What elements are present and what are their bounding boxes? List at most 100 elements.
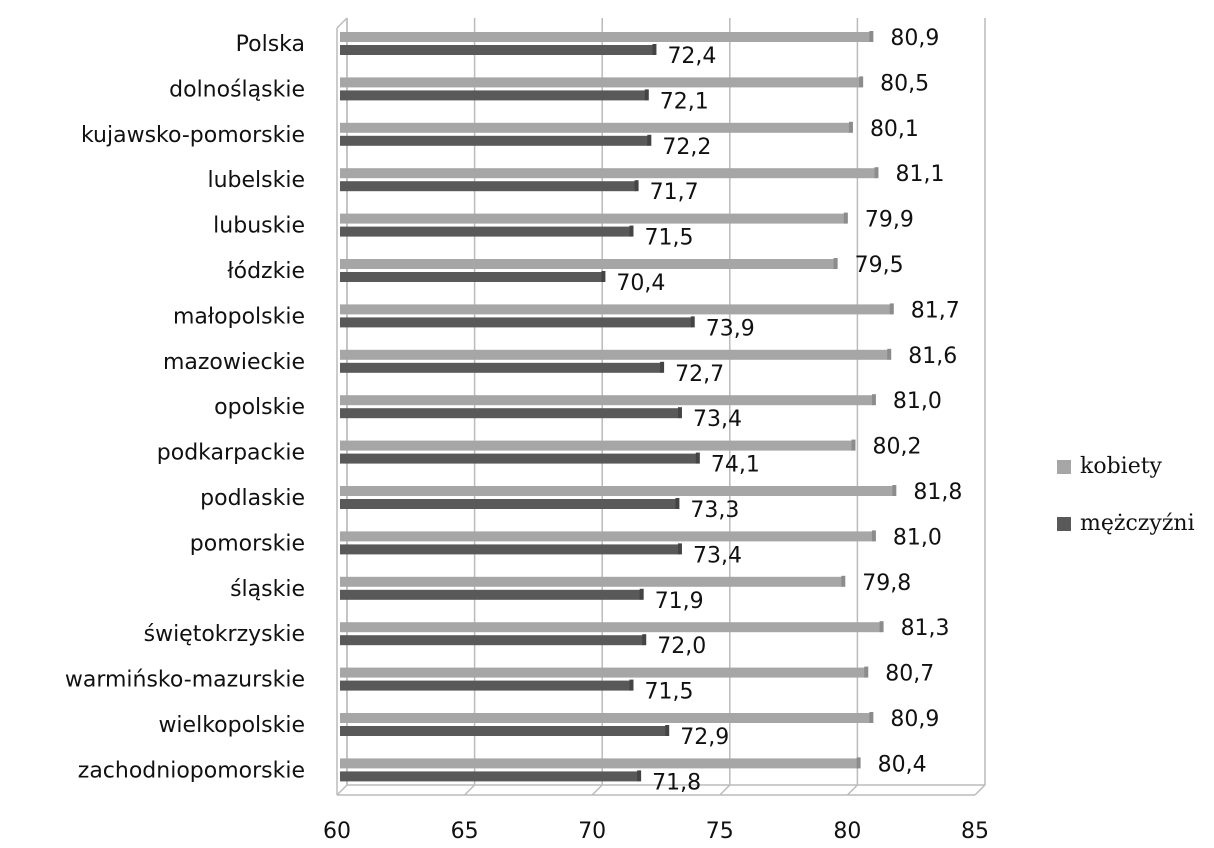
bar-cap (647, 134, 652, 146)
bar-cap (874, 167, 879, 179)
value-label: 81,7 (911, 298, 960, 323)
category-label: kujawsko-pomorskie (81, 123, 305, 148)
bar (340, 90, 646, 101)
value-label: 70,4 (616, 271, 665, 296)
category-label: podkarpackie (157, 441, 305, 466)
category-label: zachodniopomorskie (78, 758, 305, 783)
x-tick-label: 65 (451, 819, 479, 844)
bar (340, 168, 876, 179)
bar-cap (677, 543, 682, 555)
bar (340, 486, 894, 496)
bar-cap (660, 361, 665, 373)
bar (340, 667, 866, 678)
x-tick-label: 70 (578, 819, 606, 844)
value-label: 72,4 (667, 44, 716, 69)
value-label: 81,6 (908, 344, 957, 369)
tick-mark (591, 784, 603, 796)
category-label: pomorskie (190, 531, 305, 556)
bar (340, 395, 873, 406)
value-label: 81,0 (893, 389, 942, 414)
tick-mark (846, 784, 858, 796)
category-label: małopolskie (173, 304, 305, 329)
value-label: 80,4 (878, 752, 927, 777)
x-tick-label: 80 (833, 819, 861, 844)
bar-cap (841, 575, 846, 587)
legend-label: kobiety (1080, 454, 1163, 479)
bar-cap (665, 725, 670, 736)
value-label: 71,9 (655, 589, 704, 614)
bar (340, 77, 861, 88)
value-label: 80,5 (880, 71, 929, 96)
bar (340, 213, 845, 224)
bar-cap (629, 225, 634, 237)
value-label: 80,9 (890, 26, 939, 51)
tick-mark (974, 784, 986, 796)
bar (340, 440, 853, 451)
bar (340, 635, 644, 646)
value-label: 80,9 (890, 707, 939, 732)
category-label: łódzkie (227, 259, 305, 284)
value-label: 74,1 (711, 453, 760, 478)
bar (340, 771, 639, 782)
value-label: 79,8 (862, 571, 911, 596)
bar-cap (652, 44, 657, 55)
x-tick-label: 75 (706, 819, 734, 844)
legend-swatch (1057, 460, 1071, 474)
category-label: wielkopolskie (158, 713, 305, 738)
category-label: opolskie (214, 395, 305, 420)
value-label: 80,7 (885, 662, 934, 687)
bar-cap (675, 498, 680, 509)
bar-cap (843, 212, 848, 224)
value-label: 72,7 (675, 362, 724, 387)
bar (340, 317, 692, 328)
bar (340, 226, 631, 237)
bar-cap (644, 89, 649, 101)
bar-cap (695, 452, 700, 464)
value-label: 73,3 (690, 498, 739, 523)
bar-cap (629, 679, 634, 691)
value-label: 79,9 (865, 208, 914, 233)
bar (340, 544, 679, 555)
bar-cap (869, 712, 874, 723)
value-label: 71,8 (652, 770, 701, 795)
value-label: 79,5 (855, 253, 904, 278)
wall-top (336, 17, 348, 29)
bar (340, 304, 891, 315)
bar-cap (856, 757, 861, 769)
bar (340, 576, 843, 587)
value-label: 73,4 (693, 543, 742, 568)
bar (340, 713, 871, 723)
bar-cap (833, 258, 838, 269)
bar-cap (690, 316, 695, 328)
bar (340, 499, 677, 509)
bar-cap (639, 588, 644, 600)
value-label: 71,7 (650, 180, 699, 205)
x-tick-label: 60 (323, 819, 351, 844)
value-label: 80,1 (870, 117, 919, 142)
bar (340, 45, 654, 55)
bar-cap (871, 394, 876, 406)
legend-swatch (1057, 517, 1071, 531)
bar-cap (848, 121, 853, 133)
bar (340, 362, 662, 373)
bar (340, 135, 649, 146)
bar-cap (889, 303, 894, 315)
value-label: 72,1 (660, 89, 709, 114)
bar-cap (601, 271, 606, 282)
bar-cap (887, 348, 892, 360)
bar (340, 181, 636, 192)
bar-cap (864, 666, 869, 678)
bar (340, 259, 835, 269)
value-label: 81,0 (893, 525, 942, 550)
bar-cap (642, 634, 647, 646)
legend-label: mężczyźni (1080, 511, 1195, 536)
category-label: warmińsko-mazurskie (65, 668, 305, 693)
value-label: 73,4 (693, 407, 742, 432)
value-label: 81,1 (895, 162, 944, 187)
value-label: 81,8 (913, 480, 962, 505)
bar-cap (634, 180, 639, 192)
value-label: 80,2 (873, 435, 922, 460)
x-tick-label: 85 (961, 819, 989, 844)
category-label: lubelskie (207, 168, 305, 193)
